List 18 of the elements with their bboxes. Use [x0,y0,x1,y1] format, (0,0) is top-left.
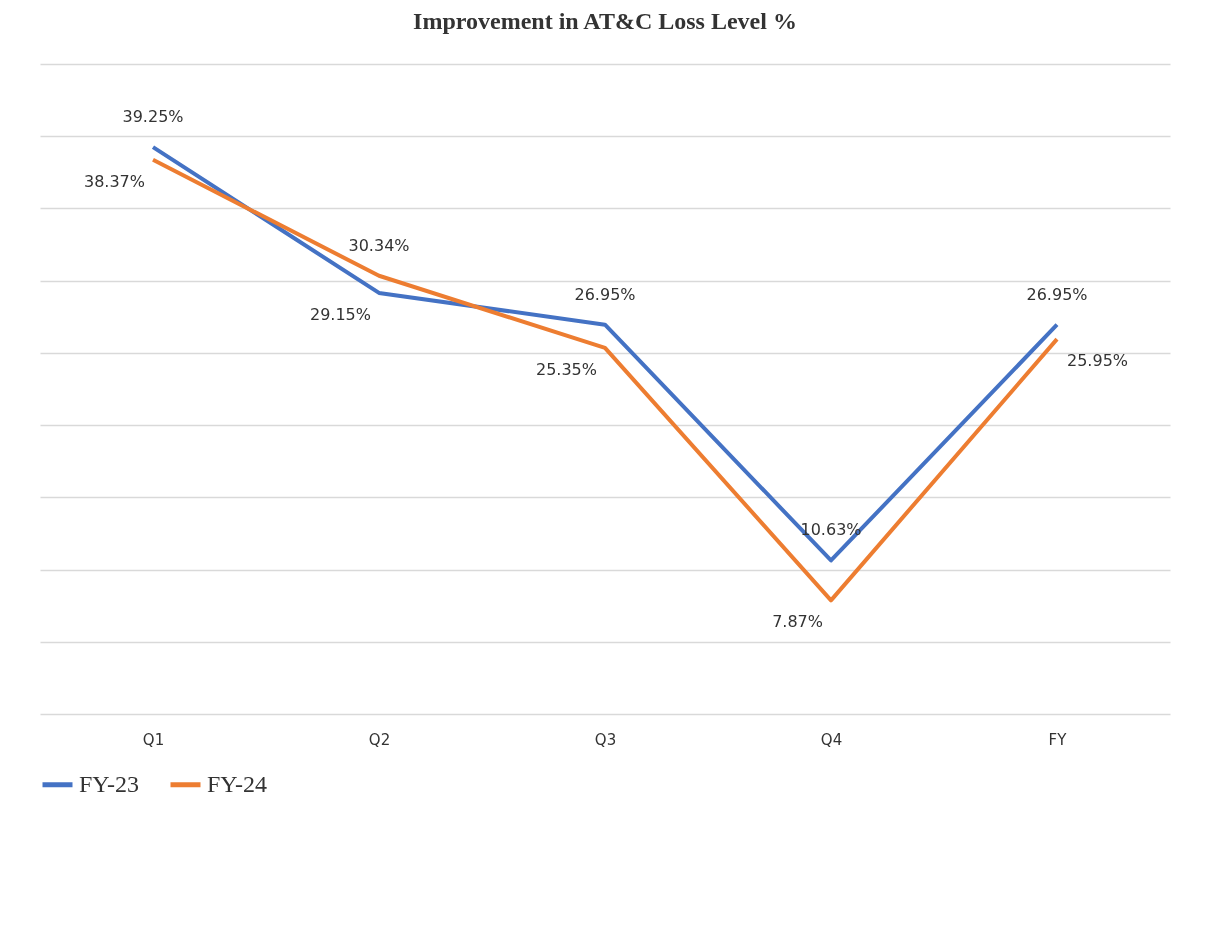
data-label: 25.95% [1067,351,1129,371]
data-label: 38.37% [83,171,145,191]
x-tick-label: Q1 [142,730,165,749]
x-tick-label: Q3 [594,730,617,749]
data-label: 25.35% [535,359,597,379]
data-label: 30.34% [348,235,410,255]
chart-title: Improvement in AT&C Loss Level % [413,8,797,34]
data-label: 10.63% [800,520,862,540]
data-label: 26.95% [574,284,636,304]
legend-label: FY-24 [207,770,268,797]
data-label: 29.15% [309,304,371,324]
data-label: 7.87% [772,612,823,632]
x-tick-label: Q4 [820,730,843,749]
data-label: 39.25% [122,107,184,127]
x-tick-label: FY [1048,730,1068,749]
data-label: 26.95% [1026,284,1088,304]
legend-label: FY-23 [79,770,140,797]
x-tick-label: Q2 [368,730,391,749]
